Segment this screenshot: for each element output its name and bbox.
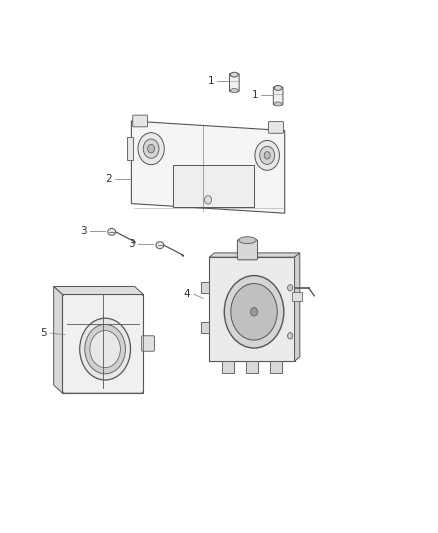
- Polygon shape: [294, 253, 300, 361]
- FancyBboxPatch shape: [201, 282, 209, 293]
- FancyBboxPatch shape: [246, 361, 258, 373]
- Circle shape: [251, 308, 258, 316]
- Circle shape: [138, 133, 164, 165]
- Ellipse shape: [274, 85, 282, 90]
- Circle shape: [287, 285, 293, 291]
- Polygon shape: [53, 287, 143, 294]
- FancyBboxPatch shape: [292, 292, 302, 301]
- FancyBboxPatch shape: [237, 240, 258, 260]
- Circle shape: [90, 330, 120, 368]
- Ellipse shape: [239, 237, 256, 244]
- Circle shape: [224, 276, 284, 348]
- FancyBboxPatch shape: [133, 115, 148, 127]
- Circle shape: [80, 318, 131, 380]
- Text: 4: 4: [184, 289, 191, 299]
- Circle shape: [255, 141, 279, 171]
- FancyBboxPatch shape: [230, 74, 239, 92]
- Ellipse shape: [274, 102, 282, 106]
- Ellipse shape: [108, 229, 116, 236]
- Circle shape: [148, 144, 155, 153]
- Polygon shape: [131, 121, 285, 213]
- Text: 3: 3: [128, 239, 135, 248]
- Circle shape: [231, 284, 277, 340]
- FancyBboxPatch shape: [268, 122, 283, 133]
- Polygon shape: [127, 137, 133, 160]
- Text: 2: 2: [105, 174, 112, 183]
- FancyBboxPatch shape: [270, 361, 282, 373]
- Text: 3: 3: [80, 226, 87, 236]
- FancyBboxPatch shape: [222, 361, 234, 373]
- Circle shape: [260, 147, 275, 164]
- FancyBboxPatch shape: [273, 87, 283, 105]
- Circle shape: [205, 196, 212, 204]
- Polygon shape: [209, 253, 300, 257]
- Polygon shape: [53, 287, 62, 393]
- FancyBboxPatch shape: [142, 336, 154, 351]
- FancyBboxPatch shape: [201, 322, 209, 333]
- Text: 5: 5: [41, 328, 47, 338]
- Circle shape: [287, 333, 293, 339]
- Polygon shape: [209, 257, 294, 361]
- Ellipse shape: [230, 88, 238, 93]
- Text: 1: 1: [208, 76, 215, 86]
- Circle shape: [264, 152, 270, 159]
- Polygon shape: [62, 294, 143, 393]
- Text: 1: 1: [252, 90, 258, 100]
- Circle shape: [143, 139, 159, 158]
- FancyBboxPatch shape: [173, 165, 254, 207]
- Circle shape: [85, 325, 125, 374]
- Ellipse shape: [156, 242, 164, 248]
- Ellipse shape: [230, 72, 238, 77]
